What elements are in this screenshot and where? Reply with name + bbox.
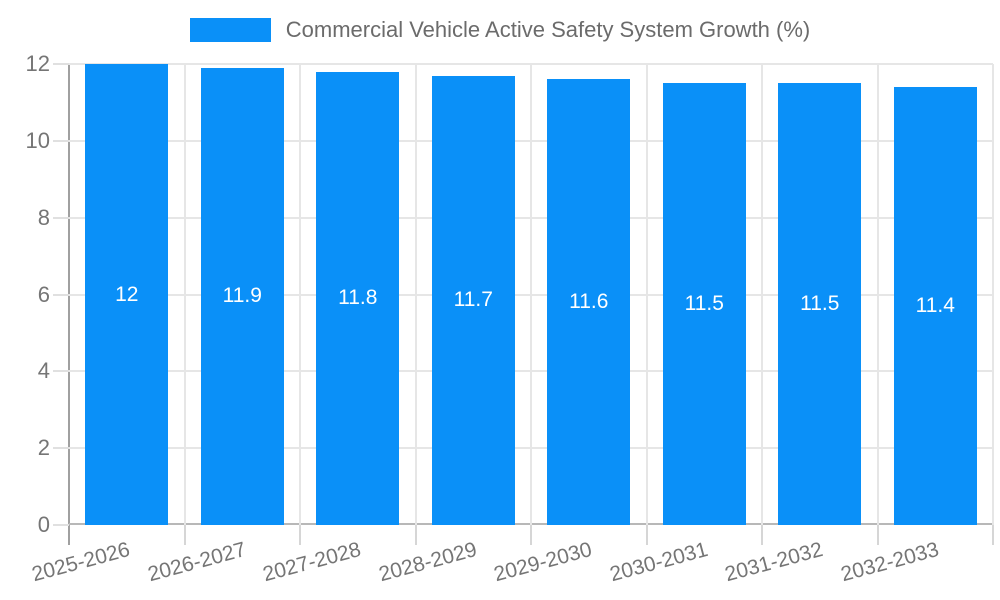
bar-2029-2030[interactable]: 11.6 [547, 79, 631, 525]
bar-value-label: 11.7 [453, 288, 493, 312]
y-tick-label: 6 [37, 281, 50, 307]
bar-value-label: 11.8 [338, 286, 378, 310]
x-tick [645, 525, 648, 545]
bar-value-label: 11.5 [800, 292, 840, 316]
v-gridline [530, 64, 532, 525]
v-gridline [876, 64, 879, 525]
legend: Commercial Vehicle Active Safety System … [0, 17, 1000, 43]
x-tick-label: 2026-2027 [145, 538, 249, 587]
x-tick-label: 2025-2026 [29, 538, 133, 587]
y-tick [53, 216, 69, 219]
bar-2028-2029[interactable]: 11.7 [431, 75, 515, 525]
bar-2026-2027[interactable]: 11.9 [200, 67, 284, 525]
y-tick [53, 524, 69, 526]
x-tick-label: 2029-2030 [491, 538, 595, 587]
legend-swatch [189, 18, 271, 42]
v-gridline [414, 64, 417, 525]
x-tick [530, 525, 532, 545]
bar-2032-2033[interactable]: 11.4 [893, 87, 977, 525]
y-tick-label: 8 [37, 204, 50, 230]
y-tick-label: 10 [25, 127, 50, 153]
x-tick [992, 525, 994, 545]
y-tick-label: 12 [25, 51, 50, 76]
bar-value-label: 11.5 [684, 292, 724, 316]
v-gridline [183, 64, 186, 525]
plot-area: 12 11.9 11.8 11.7 11.6 11.5 11.5 11.4 [69, 63, 994, 525]
bar-2031-2032[interactable]: 11.5 [778, 83, 862, 525]
x-tick-label: 2030-2031 [607, 538, 711, 587]
legend-item[interactable]: Commercial Vehicle Active Safety System … [189, 17, 811, 43]
y-tick-label: 0 [37, 512, 50, 537]
y-tick [53, 447, 69, 450]
y-tick-label: 4 [37, 358, 50, 384]
bar-value-label: 11.9 [222, 284, 262, 308]
v-gridline [761, 64, 763, 525]
legend-label: Commercial Vehicle Active Safety System … [285, 17, 811, 42]
y-tick [53, 63, 69, 65]
v-gridline [645, 64, 648, 525]
v-gridline [299, 64, 301, 525]
y-tick [53, 370, 69, 373]
x-tick-label: 2032-2033 [838, 538, 942, 587]
x-tick-label: 2027-2028 [260, 538, 364, 587]
bar-2030-2031[interactable]: 11.5 [662, 83, 746, 525]
v-gridline [992, 64, 994, 525]
y-axis-line [68, 64, 70, 545]
bar-value-label: 12 [115, 282, 139, 306]
y-tick-label: 2 [37, 435, 50, 461]
y-tick [53, 293, 69, 296]
x-tick [183, 525, 186, 545]
x-tick [876, 525, 879, 545]
bar-value-label: 11.4 [915, 294, 955, 318]
x-tick [414, 525, 417, 545]
x-tick-label: 2028-2029 [376, 538, 480, 587]
x-tick [761, 525, 763, 545]
x-tick [299, 525, 301, 545]
bar-2027-2028[interactable]: 11.8 [316, 71, 400, 525]
bar-2025-2026[interactable]: 12 [85, 64, 169, 525]
y-tick [53, 139, 69, 142]
bar-value-label: 11.6 [569, 290, 609, 314]
x-tick-label: 2031-2032 [722, 538, 826, 587]
